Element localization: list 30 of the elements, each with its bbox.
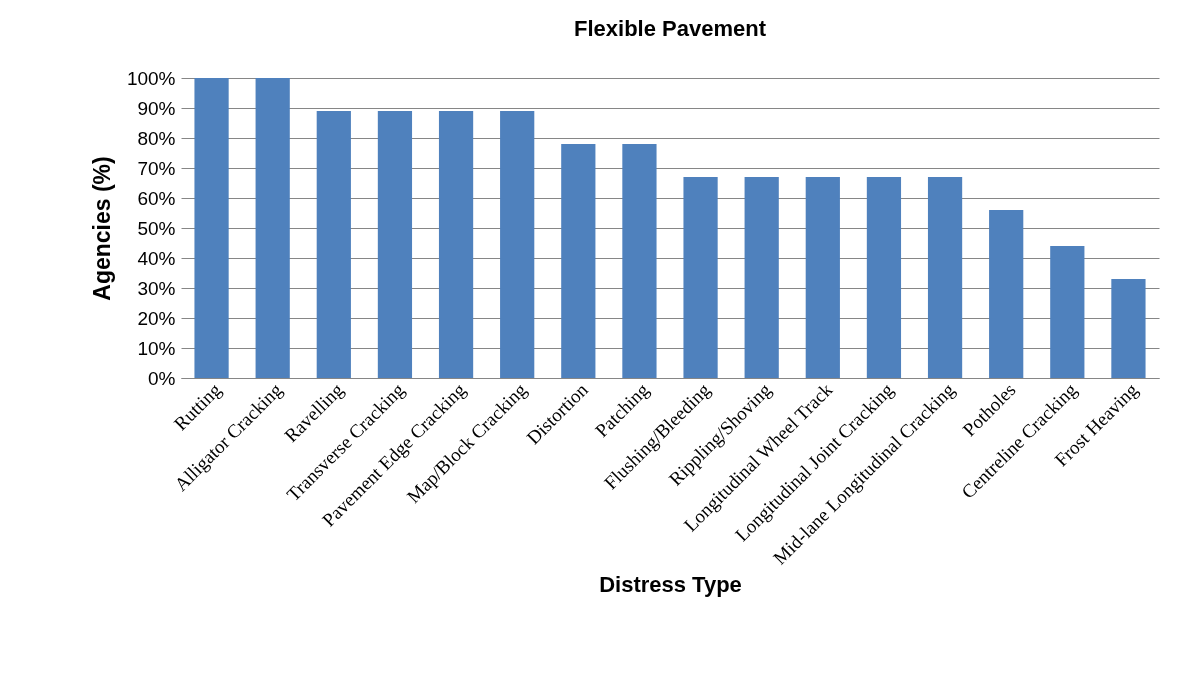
x-axis-title: Distress Type: [599, 571, 742, 597]
y-tick-label: 60%: [137, 187, 176, 209]
bar: [866, 177, 902, 378]
bar: [683, 177, 718, 378]
bar: [1111, 279, 1146, 378]
y-tick-label: 80%: [137, 127, 176, 149]
bar: [255, 78, 290, 378]
bar: [500, 111, 535, 378]
bar: [438, 111, 474, 378]
y-tick-label: 70%: [137, 157, 176, 179]
bar: [744, 177, 779, 378]
y-tick-label: 0%: [148, 367, 176, 389]
y-tick-label: 100%: [126, 67, 176, 89]
bar: [927, 177, 963, 378]
y-tick-label: 40%: [137, 247, 176, 269]
bar: [377, 111, 413, 378]
y-tick-label: 10%: [137, 337, 176, 359]
bar: [1050, 246, 1085, 378]
y-axis-title: Agencies (%): [88, 156, 115, 301]
y-tick-label: 30%: [137, 277, 176, 299]
bar: [316, 111, 351, 378]
chart-title: Flexible Pavement: [574, 16, 767, 41]
bar: [805, 177, 840, 378]
bar: [194, 78, 229, 378]
bar: [561, 144, 596, 378]
y-tick-label: 90%: [137, 97, 176, 119]
bar: [622, 144, 657, 378]
bar: [989, 210, 1024, 378]
y-tick-label: 50%: [137, 217, 176, 239]
y-tick-label: 20%: [137, 307, 176, 329]
